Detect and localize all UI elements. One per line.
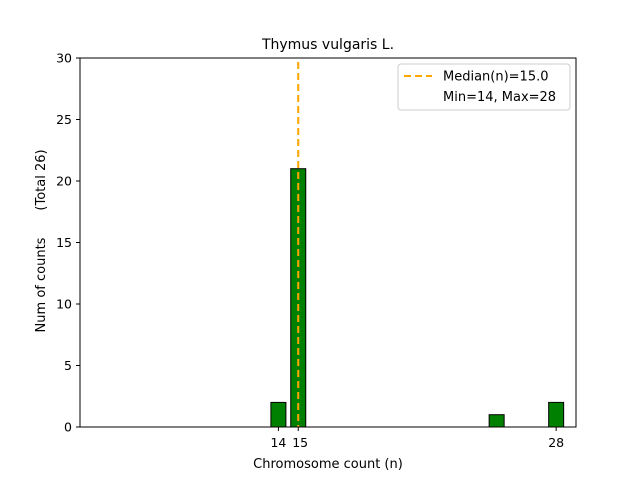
y-tick-label: 25	[56, 112, 72, 127]
y-tick-label: 15	[56, 235, 72, 250]
y-tick-label: 20	[56, 174, 72, 189]
bar	[270, 401, 287, 428]
legend-box	[397, 63, 571, 111]
y-tick-label: 5	[64, 358, 72, 373]
legend-range-label: Min=14, Max=28	[443, 90, 556, 105]
bars-group	[270, 168, 565, 428]
y-tick-label: 10	[56, 297, 72, 312]
legend: Median(n)=15.0 Min=14, Max=28	[397, 63, 571, 111]
x-axis-ticks: 14 15 28	[270, 427, 564, 450]
y-axis-label: Num of counts	[34, 237, 49, 332]
x-tick-label: 28	[548, 435, 564, 450]
y-tick-label: 0	[64, 420, 72, 435]
y-tick-label: 30	[56, 51, 72, 66]
bar	[548, 401, 565, 428]
bar	[488, 414, 505, 428]
x-tick-label: 15	[292, 435, 308, 450]
chart-title: Thymus vulgaris L.	[261, 37, 394, 53]
plot-frame	[79, 57, 577, 428]
legend-median-label: Median(n)=15.0	[443, 70, 549, 85]
x-tick-label: 14	[270, 435, 286, 450]
y-axis-ticks: 0 5 10 15 20 25 30	[56, 51, 80, 435]
x-axis-label: Chromosome count (n)	[253, 457, 403, 472]
y-axis-total-label: (Total 26)	[34, 149, 49, 210]
